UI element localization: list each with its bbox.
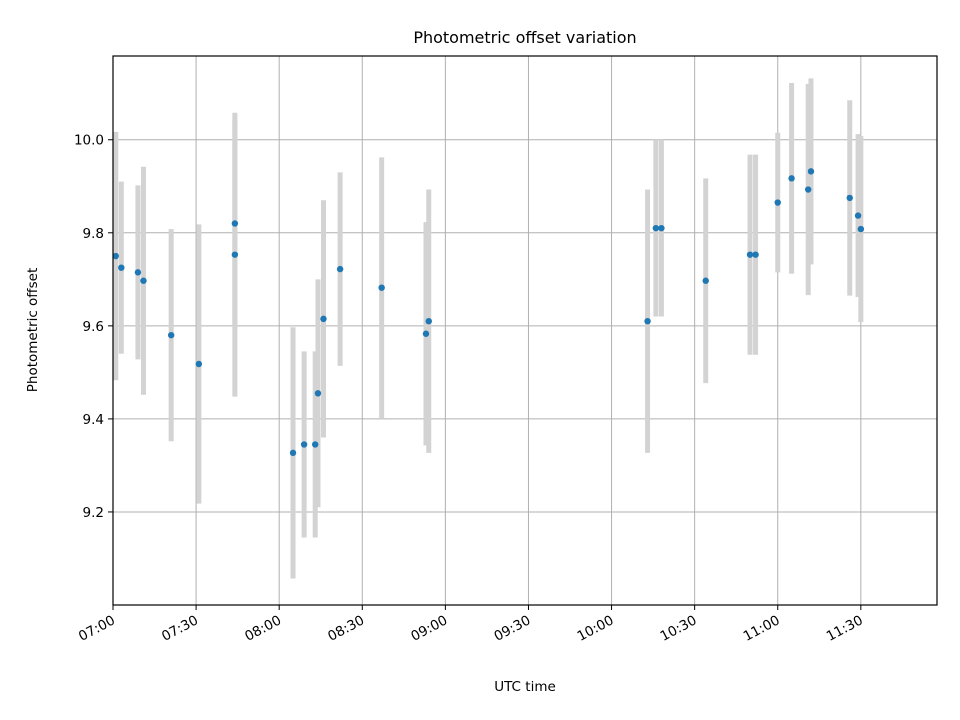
y-tick-label: 9.4	[83, 412, 104, 428]
data-point	[314, 390, 322, 397]
data-point	[746, 251, 754, 258]
data-point	[320, 315, 327, 323]
data-point	[854, 212, 862, 219]
data-point	[774, 199, 781, 206]
data-point	[140, 277, 147, 284]
y-tick-label: 9.2	[83, 505, 104, 521]
y-tick-label: 9.8	[83, 226, 104, 242]
data-point	[807, 168, 815, 175]
data-point	[805, 186, 812, 193]
data-point	[658, 224, 665, 232]
data-point	[422, 330, 430, 337]
data-point	[195, 360, 203, 368]
data-point	[644, 317, 651, 325]
data-point	[846, 194, 853, 202]
chart-title: Photometric offset variation	[413, 28, 636, 47]
data-point	[311, 441, 319, 448]
data-point	[752, 251, 759, 258]
data-point	[336, 265, 344, 273]
x-axis-label: UTC time	[494, 679, 556, 695]
data-point	[167, 331, 175, 339]
data-point	[652, 224, 660, 232]
data-point	[857, 225, 865, 233]
data-point	[231, 220, 239, 227]
y-axis-ticks: 9.2 9.4 9.6 9.8 10.0	[74, 133, 113, 521]
data-point	[378, 284, 385, 291]
data-point	[231, 251, 239, 258]
data-point	[300, 441, 308, 448]
data-point	[134, 269, 142, 276]
data-point	[702, 277, 709, 284]
data-point	[425, 317, 432, 325]
data-point	[112, 252, 119, 260]
data-points	[112, 168, 865, 457]
data-point	[118, 264, 125, 271]
y-tick-label: 9.6	[83, 319, 104, 335]
plot-frame	[112, 55, 938, 606]
data-point	[788, 175, 795, 182]
y-axis-label: Photometric offset	[25, 268, 41, 392]
y-tick-label: 10.0	[74, 133, 104, 149]
data-point	[289, 449, 297, 457]
